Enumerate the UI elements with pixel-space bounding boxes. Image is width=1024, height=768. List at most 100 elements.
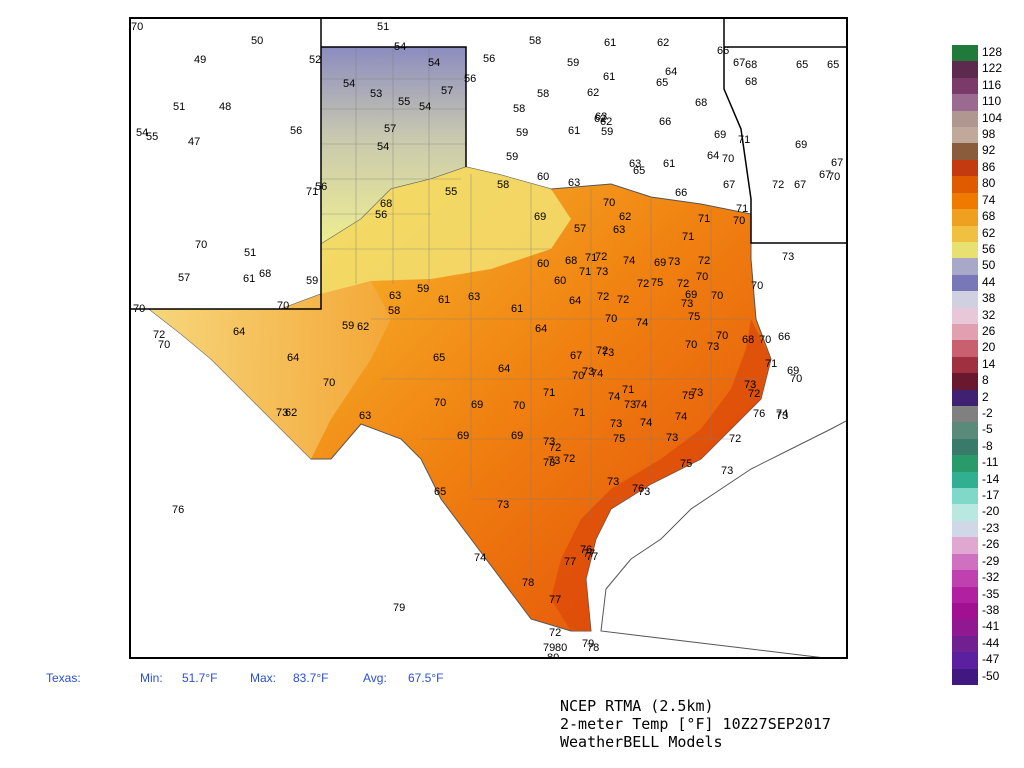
colorbar-label: 104 <box>982 110 1003 125</box>
colorbar-label: -8 <box>982 438 993 453</box>
temperature-label: 74 <box>776 408 788 420</box>
temperature-label: 59 <box>417 283 429 295</box>
temperature-label: 73 <box>610 418 622 430</box>
temperature-label: 79 <box>582 638 594 650</box>
temperature-label: 71 <box>736 203 748 215</box>
colorbar-label: 32 <box>982 307 996 322</box>
temperature-label: 70 <box>759 334 771 346</box>
colorbar-swatch <box>952 110 978 128</box>
temperature-label: 74 <box>623 255 635 267</box>
temperature-label: 67 <box>733 57 745 69</box>
colorbar-swatch <box>952 504 978 521</box>
temperature-label: 73 <box>602 347 614 359</box>
colorbar-label: -29 <box>982 553 1000 568</box>
colorbar-label: 50 <box>982 258 996 273</box>
colorbar-label: -11 <box>982 455 999 470</box>
temperature-label: 64 <box>665 66 677 78</box>
colorbar-swatch <box>952 373 978 390</box>
temperature-label: 59 <box>567 57 579 69</box>
temperature-label: 71 <box>622 384 634 396</box>
temperature-label: 74 <box>640 417 652 429</box>
colorbar-label: -23 <box>982 520 1000 535</box>
temperature-label: 62 <box>619 211 631 223</box>
temperature-label: 59 <box>506 151 518 163</box>
temperature-label: 67 <box>570 350 582 362</box>
temperature-label: 70 <box>195 239 207 251</box>
temperature-label: 69 <box>685 289 697 301</box>
colorbar-label: -41 <box>982 619 1000 634</box>
colorbar-swatch <box>952 471 978 489</box>
temperature-label: 72 <box>677 278 689 290</box>
colorbar-label: -20 <box>982 504 1000 519</box>
temperature-label: 70 <box>751 280 763 292</box>
colorbar-label: -47 <box>982 652 1000 667</box>
colorbar-label: 2 <box>982 389 989 404</box>
colorbar-swatch <box>952 356 978 374</box>
temperature-label: 63 <box>389 290 401 302</box>
temperature-label: 55 <box>146 131 158 143</box>
temperature-label: 77 <box>583 548 595 560</box>
temperature-label: 70 <box>323 377 335 389</box>
temperature-label: 60 <box>554 275 566 287</box>
temperature-label: 80 <box>547 652 559 659</box>
colorbar-swatch <box>952 553 978 571</box>
temperature-label: 69 <box>511 430 523 442</box>
max-value: 83.7°F <box>293 671 329 685</box>
temperature-label: 75 <box>682 390 694 402</box>
avg-label: Avg: <box>363 671 387 685</box>
county-grid <box>321 47 761 579</box>
temperature-label: 70 <box>790 373 802 385</box>
temperature-label: 67 <box>794 179 806 191</box>
colorbar-swatch <box>952 258 978 275</box>
temperature-label: 69 <box>654 257 666 269</box>
temperature-label: 76 <box>580 544 592 556</box>
temperature-label: 51 <box>244 247 256 259</box>
temperature-label: 74 <box>591 368 603 380</box>
temperature-label: 69 <box>787 365 799 377</box>
temperature-label: 73 <box>681 298 693 310</box>
temperature-label: 71 <box>543 387 555 399</box>
temperature-label: 72 <box>153 329 165 341</box>
temperature-label: 65 <box>433 352 445 364</box>
colorbar-label: -50 <box>982 668 1000 683</box>
temperature-label: 72 <box>549 442 561 454</box>
temperature-label: 61 <box>511 303 523 315</box>
colorbar-label: 74 <box>982 192 996 207</box>
temperature-label: 56 <box>315 181 327 193</box>
temperature-label: 66 <box>659 116 671 128</box>
temperature-label: 61 <box>604 37 616 49</box>
colorbar-label: 26 <box>982 323 996 338</box>
temperature-label: 54 <box>394 41 406 53</box>
temperature-label: 77 <box>564 556 576 568</box>
colorbar-label: -26 <box>982 537 1000 552</box>
temperature-label: 54 <box>343 78 355 90</box>
colorbar-swatch <box>952 274 978 292</box>
temperature-label: 75 <box>680 458 692 470</box>
temperature-label: 69 <box>534 211 546 223</box>
temperature-label: 54 <box>428 57 440 69</box>
colorbar-swatch <box>952 176 978 193</box>
colorbar-swatch <box>952 77 978 95</box>
colorbar-swatch <box>952 438 978 456</box>
temperature-label: 54 <box>136 127 148 139</box>
temperature-label: 76 <box>172 504 184 516</box>
temperature-label: 60 <box>537 258 549 270</box>
temperature-label: 66 <box>717 45 729 57</box>
colorbar-swatch <box>952 488 978 505</box>
temperature-label: 62 <box>285 407 297 419</box>
temperature-label: 64 <box>498 363 510 375</box>
temperature-label: 72 <box>729 433 741 445</box>
temperature-label: 65 <box>434 486 446 498</box>
temperature-label: 72 <box>772 179 784 191</box>
temperature-map: 50 51 54 58 61 62 66 49 52 54 56 56 59 61 64 65 67 68 65 65… <box>129 17 848 659</box>
colorbar-swatch <box>952 635 978 653</box>
temperature-label: 70 <box>605 313 617 325</box>
temperature-label: 66 <box>675 187 687 199</box>
temperature-label: 72 <box>637 278 649 290</box>
temperature-label: 56 <box>464 73 476 85</box>
temperature-label: 48 <box>219 101 231 113</box>
temperature-label: 63 <box>468 291 480 303</box>
temperature-label: 63 <box>595 111 607 123</box>
colorbar-label: -5 <box>982 422 993 437</box>
